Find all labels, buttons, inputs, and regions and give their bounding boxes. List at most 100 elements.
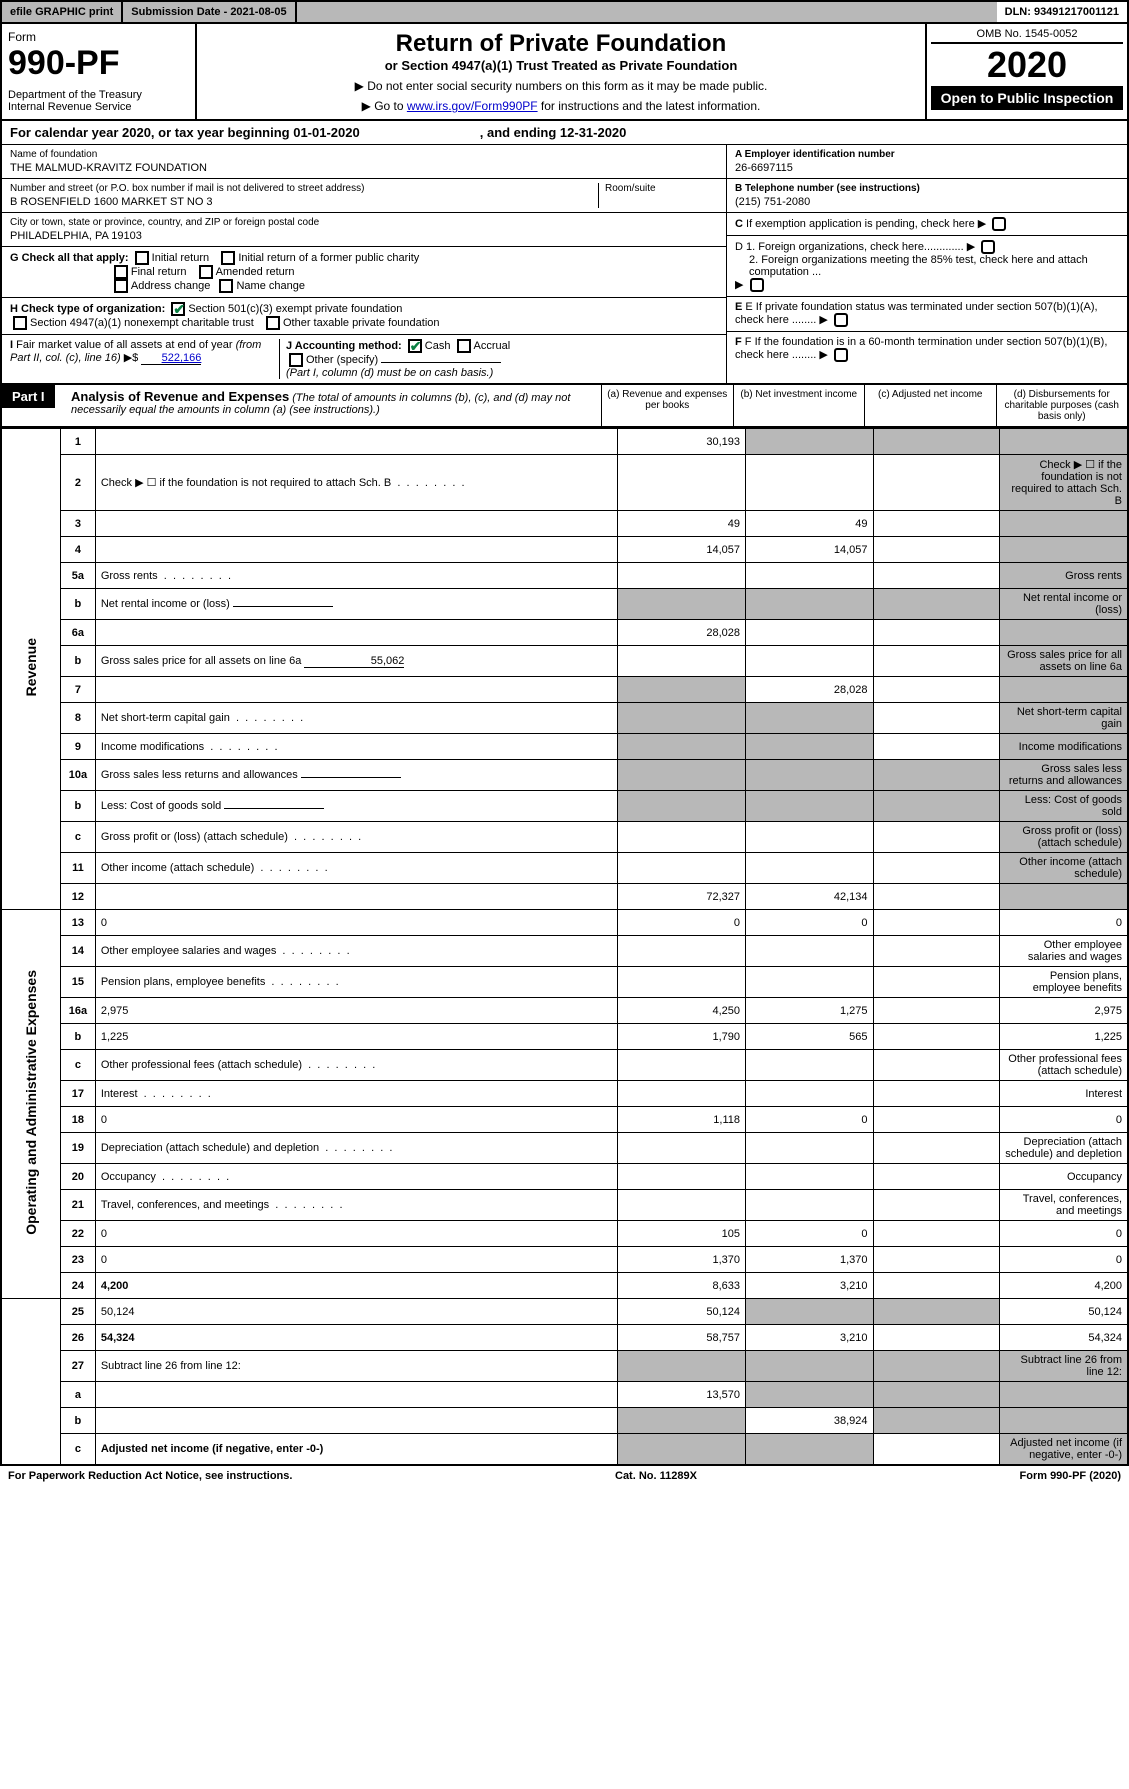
value-cell-b xyxy=(746,936,874,967)
f-checkbox[interactable] xyxy=(834,348,848,362)
table-row: a13,570 xyxy=(1,1382,1128,1408)
value-cell-c xyxy=(873,936,1000,967)
page-footer: For Paperwork Reduction Act Notice, see … xyxy=(0,1466,1129,1486)
final-return-checkbox[interactable] xyxy=(114,265,128,279)
part1-table: Revenue130,1932Check ▶ ☐ if the foundati… xyxy=(0,428,1129,1466)
line-description: Net short-term capital gain . . . . . . … xyxy=(95,703,618,734)
initial-return-checkbox[interactable] xyxy=(135,251,149,265)
value-cell-b xyxy=(746,1351,874,1382)
line-description: 1,225 xyxy=(95,1024,618,1050)
address-change-checkbox[interactable] xyxy=(114,279,128,293)
other-taxable-checkbox[interactable] xyxy=(266,316,280,330)
line-description: 2,975 xyxy=(95,998,618,1024)
table-row: 1272,32742,134 xyxy=(1,884,1128,910)
efile-label[interactable]: efile GRAPHIC print xyxy=(2,2,123,22)
value-cell-c xyxy=(873,1408,1000,1434)
value-cell-d: Subtract line 26 from line 12: xyxy=(1000,1351,1128,1382)
4947-checkbox[interactable] xyxy=(13,316,27,330)
value-cell-a xyxy=(618,1434,746,1466)
amended-return-checkbox[interactable] xyxy=(199,265,213,279)
other-method-checkbox[interactable] xyxy=(289,353,303,367)
line-description: Gross sales less returns and allowances xyxy=(95,760,618,791)
line-description: Gross rents . . . . . . . . xyxy=(95,563,618,589)
d2-checkbox[interactable] xyxy=(750,278,764,292)
value-cell-c xyxy=(873,853,1000,884)
value-cell-c xyxy=(873,1024,1000,1050)
line-description: Gross profit or (loss) (attach schedule)… xyxy=(95,822,618,853)
line-number: c xyxy=(61,1050,96,1081)
line-description xyxy=(95,1408,618,1434)
value-cell-c xyxy=(873,429,1000,455)
value-cell-a: 105 xyxy=(618,1221,746,1247)
omb-number: OMB No. 1545-0052 xyxy=(931,28,1123,44)
value-cell-c xyxy=(873,967,1000,998)
line-description xyxy=(95,620,618,646)
value-cell-a: 30,193 xyxy=(618,429,746,455)
value-cell-c xyxy=(873,703,1000,734)
value-cell-a xyxy=(618,760,746,791)
value-cell-c xyxy=(873,1273,1000,1299)
d1-checkbox[interactable] xyxy=(981,240,995,254)
table-row: cOther professional fees (attach schedul… xyxy=(1,1050,1128,1081)
e-checkbox[interactable] xyxy=(834,313,848,327)
value-cell-b: 14,057 xyxy=(746,537,874,563)
value-cell-b xyxy=(746,455,874,511)
foundation-name: THE MALMUD-KRAVITZ FOUNDATION xyxy=(10,162,718,174)
value-cell-a xyxy=(618,1081,746,1107)
ein-value: 26-6697115 xyxy=(735,162,1119,174)
name-change-checkbox[interactable] xyxy=(219,279,233,293)
table-row: 9Income modifications . . . . . . . .Inc… xyxy=(1,734,1128,760)
table-row: 8Net short-term capital gain . . . . . .… xyxy=(1,703,1128,734)
accrual-checkbox[interactable] xyxy=(457,339,471,353)
fmv-value[interactable]: 522,166 xyxy=(141,352,201,365)
table-row: 2550,12450,12450,124 xyxy=(1,1299,1128,1325)
line-number: 1 xyxy=(61,429,96,455)
value-cell-c xyxy=(873,884,1000,910)
cash-checkbox[interactable] xyxy=(408,339,422,353)
line-description xyxy=(95,1382,618,1408)
value-cell-a: 72,327 xyxy=(618,884,746,910)
line-description: Other income (attach schedule) . . . . .… xyxy=(95,853,618,884)
value-cell-b: 28,028 xyxy=(746,677,874,703)
submission-date: Submission Date - 2021-08-05 xyxy=(123,2,296,22)
value-cell-c xyxy=(873,791,1000,822)
value-cell-b xyxy=(746,1190,874,1221)
irs-link[interactable]: www.irs.gov/Form990PF xyxy=(407,99,538,113)
table-row: cGross profit or (loss) (attach schedule… xyxy=(1,822,1128,853)
value-cell-a: 50,124 xyxy=(618,1299,746,1325)
line-description: Pension plans, employee benefits . . . .… xyxy=(95,967,618,998)
line-number: 21 xyxy=(61,1190,96,1221)
topbar-spacer xyxy=(297,2,997,22)
value-cell-c xyxy=(873,998,1000,1024)
value-cell-a xyxy=(618,1190,746,1221)
note-1: ▶ Do not enter social security numbers o… xyxy=(203,79,919,93)
value-cell-b: 1,275 xyxy=(746,998,874,1024)
value-cell-a xyxy=(618,822,746,853)
col-d-header: (d) Disbursements for charitable purpose… xyxy=(997,385,1128,426)
line-number: 7 xyxy=(61,677,96,703)
table-row: 7 28,028 xyxy=(1,677,1128,703)
table-row: b1,2251,7905651,225 xyxy=(1,1024,1128,1050)
table-row: bLess: Cost of goods sold Less: Cost of … xyxy=(1,791,1128,822)
line-number: 20 xyxy=(61,1164,96,1190)
cat-no: Cat. No. 11289X xyxy=(615,1470,697,1482)
value-cell-b: 0 xyxy=(746,1107,874,1133)
value-cell-a: 1,118 xyxy=(618,1107,746,1133)
value-cell-b: 0 xyxy=(746,1221,874,1247)
line-description: Net rental income or (loss) xyxy=(95,589,618,620)
value-cell-c xyxy=(873,620,1000,646)
c-checkbox[interactable] xyxy=(992,217,1006,231)
value-cell-c xyxy=(873,1221,1000,1247)
col-a-header: (a) Revenue and expenses per books xyxy=(602,385,734,426)
501c3-checkbox[interactable] xyxy=(171,302,185,316)
info-left: Name of foundation THE MALMUD-KRAVITZ FO… xyxy=(2,145,727,383)
table-row: b38,924 xyxy=(1,1408,1128,1434)
value-cell-d: 50,124 xyxy=(1000,1299,1128,1325)
line-description xyxy=(95,429,618,455)
line-number: 4 xyxy=(61,537,96,563)
value-cell-a: 28,028 xyxy=(618,620,746,646)
initial-public-checkbox[interactable] xyxy=(221,251,235,265)
value-cell-d: Adjusted net income (if negative, enter … xyxy=(1000,1434,1128,1466)
value-cell-d: Gross profit or (loss) (attach schedule) xyxy=(1000,822,1128,853)
table-row: 15Pension plans, employee benefits . . .… xyxy=(1,967,1128,998)
